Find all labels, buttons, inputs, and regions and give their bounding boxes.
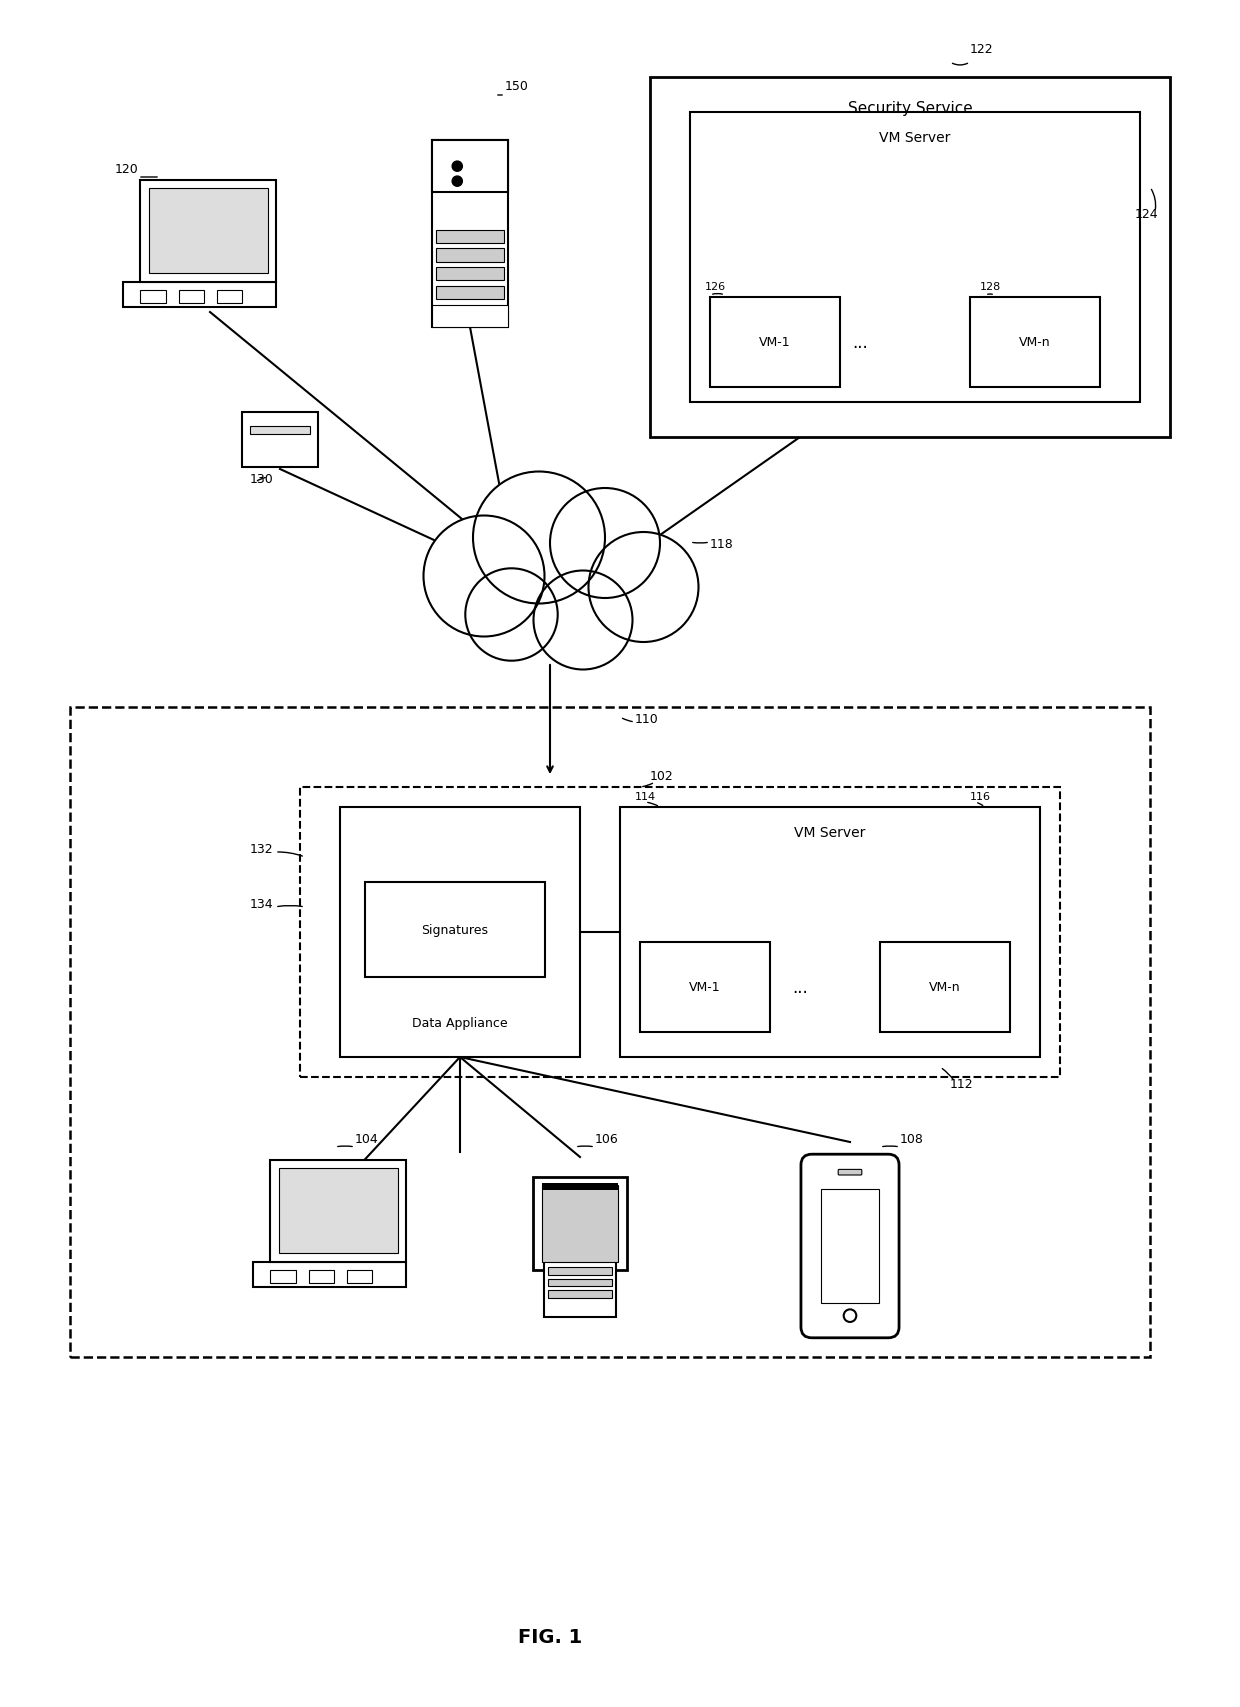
FancyBboxPatch shape xyxy=(801,1154,899,1338)
Circle shape xyxy=(533,572,632,671)
Text: 124: 124 xyxy=(1135,208,1158,220)
Text: 116: 116 xyxy=(970,792,991,802)
Text: Signatures: Signatures xyxy=(422,923,489,937)
FancyBboxPatch shape xyxy=(253,1261,407,1287)
Text: VM-n: VM-n xyxy=(1019,336,1050,350)
FancyBboxPatch shape xyxy=(711,297,839,387)
FancyBboxPatch shape xyxy=(140,290,166,304)
Text: FIG. 1: FIG. 1 xyxy=(518,1627,582,1647)
FancyBboxPatch shape xyxy=(544,1241,616,1318)
Text: 150: 150 xyxy=(505,80,529,92)
Text: 120: 120 xyxy=(115,162,139,176)
FancyBboxPatch shape xyxy=(270,1159,407,1261)
Text: VM-1: VM-1 xyxy=(689,982,720,993)
Text: 134: 134 xyxy=(250,898,274,910)
FancyBboxPatch shape xyxy=(880,942,1011,1033)
Text: VM Server: VM Server xyxy=(879,131,951,145)
FancyBboxPatch shape xyxy=(548,1279,611,1287)
FancyBboxPatch shape xyxy=(436,287,503,300)
Circle shape xyxy=(472,473,605,604)
FancyBboxPatch shape xyxy=(432,142,508,328)
FancyBboxPatch shape xyxy=(140,181,277,282)
Circle shape xyxy=(465,568,558,661)
FancyBboxPatch shape xyxy=(548,1268,611,1275)
FancyBboxPatch shape xyxy=(542,1183,619,1190)
FancyBboxPatch shape xyxy=(365,883,546,978)
Text: 106: 106 xyxy=(595,1132,619,1145)
FancyBboxPatch shape xyxy=(689,113,1140,403)
Text: 108: 108 xyxy=(900,1132,924,1145)
FancyBboxPatch shape xyxy=(279,1168,398,1253)
Circle shape xyxy=(453,162,463,172)
FancyBboxPatch shape xyxy=(432,306,508,328)
Text: 102: 102 xyxy=(650,770,673,782)
FancyBboxPatch shape xyxy=(542,1186,619,1261)
FancyBboxPatch shape xyxy=(436,230,503,244)
Circle shape xyxy=(589,533,698,642)
FancyBboxPatch shape xyxy=(149,189,268,273)
Text: 112: 112 xyxy=(950,1077,973,1091)
Text: VM Server: VM Server xyxy=(795,826,866,840)
FancyBboxPatch shape xyxy=(217,290,243,304)
Text: VM-n: VM-n xyxy=(929,982,961,993)
Text: 126: 126 xyxy=(706,282,727,292)
FancyBboxPatch shape xyxy=(650,79,1171,437)
FancyBboxPatch shape xyxy=(970,297,1100,387)
Text: ...: ... xyxy=(792,978,808,997)
Text: 114: 114 xyxy=(635,792,656,802)
FancyBboxPatch shape xyxy=(340,807,580,1057)
FancyBboxPatch shape xyxy=(533,1178,626,1270)
FancyBboxPatch shape xyxy=(179,290,205,304)
FancyBboxPatch shape xyxy=(640,942,770,1033)
FancyBboxPatch shape xyxy=(548,1290,611,1297)
Circle shape xyxy=(424,516,544,637)
Text: 104: 104 xyxy=(355,1132,378,1145)
Text: 132: 132 xyxy=(250,843,274,855)
Text: Security Service: Security Service xyxy=(848,101,972,116)
FancyBboxPatch shape xyxy=(436,268,503,282)
FancyBboxPatch shape xyxy=(821,1190,879,1302)
Text: Data Appliance: Data Appliance xyxy=(412,1016,508,1029)
Text: VM-1: VM-1 xyxy=(759,336,791,350)
Circle shape xyxy=(453,178,463,188)
Text: ...: ... xyxy=(852,335,868,352)
FancyBboxPatch shape xyxy=(432,142,508,193)
FancyBboxPatch shape xyxy=(250,427,310,435)
FancyBboxPatch shape xyxy=(838,1169,862,1176)
FancyBboxPatch shape xyxy=(270,1270,296,1284)
FancyBboxPatch shape xyxy=(124,282,277,307)
FancyBboxPatch shape xyxy=(620,807,1040,1057)
Circle shape xyxy=(551,488,660,599)
FancyBboxPatch shape xyxy=(309,1270,335,1284)
FancyBboxPatch shape xyxy=(436,249,503,263)
Text: 128: 128 xyxy=(980,282,1001,292)
Text: 130: 130 xyxy=(250,473,274,486)
Text: 118: 118 xyxy=(711,538,734,551)
FancyBboxPatch shape xyxy=(347,1270,372,1284)
Text: 122: 122 xyxy=(970,43,993,56)
Text: 110: 110 xyxy=(635,712,658,725)
FancyBboxPatch shape xyxy=(242,413,319,468)
